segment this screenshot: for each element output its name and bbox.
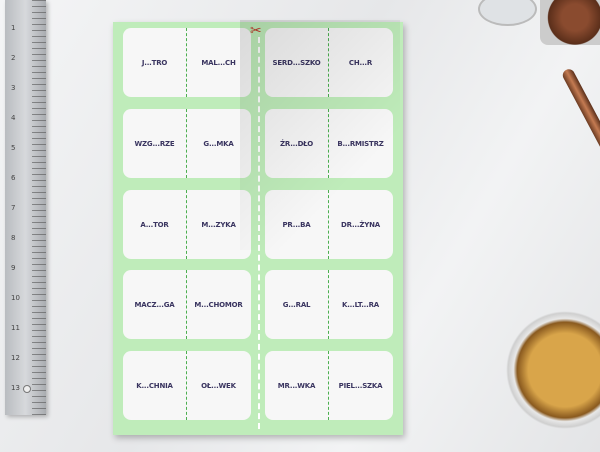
worksheet: ✂ J...TRO MAL...CH SERD...SZKO CH...R WZG...…: [113, 22, 403, 435]
card-word: A...TOR: [140, 220, 169, 229]
ruler-number: 4: [11, 114, 16, 122]
ruler-number: 9: [11, 264, 16, 272]
ruler-number: 1: [11, 24, 16, 32]
card-word: DR...ŻYNA: [341, 220, 380, 229]
cut-line: [258, 37, 260, 429]
ruler-ticks: [32, 0, 46, 415]
ruler-number: 10: [11, 294, 20, 302]
ruler-number: 5: [11, 144, 16, 152]
card-word: WZG...RZE: [134, 139, 175, 148]
card-word: K...CHNIA: [136, 381, 173, 390]
card-word: M...CHOMOR: [194, 300, 243, 309]
fold-line: [328, 351, 329, 420]
ruler-number: 2: [11, 54, 16, 62]
word-card: PR...BA DR...ŻYNA: [265, 190, 393, 259]
coffee-bean-jar: [540, 0, 600, 45]
word-card: ŹR...DŁO B...RMISTRZ: [265, 109, 393, 178]
jar-lid: [478, 0, 537, 26]
ruler-hole: [23, 385, 31, 393]
pen: [560, 67, 600, 259]
card-word: M...ZYKA: [201, 220, 236, 229]
word-card: G...RAL K...LT...RA: [265, 270, 393, 339]
ruler-number: 13: [11, 384, 20, 392]
word-card: SERD...SZKO CH...R: [265, 28, 393, 97]
card-word: OŁ...WEK: [201, 381, 236, 390]
fold-line: [328, 270, 329, 339]
card-word: ŹR...DŁO: [280, 139, 313, 148]
ruler-number: 7: [11, 204, 16, 212]
ruler-number: 6: [11, 174, 16, 182]
scissors-icon: ✂: [250, 23, 262, 39]
card-word: G...MKA: [203, 139, 234, 148]
card-word: MR...WKA: [277, 381, 316, 390]
card-word: K...LT...RA: [341, 300, 379, 309]
word-card: J...TRO MAL...CH: [123, 28, 251, 97]
word-card: WZG...RZE G...MKA: [123, 109, 251, 178]
fold-line: [328, 28, 329, 97]
fold-line: [328, 109, 329, 178]
fold-line: [186, 109, 187, 178]
card-word: PIEL...SZKA: [338, 381, 383, 390]
word-card: MR...WKA PIEL...SZKA: [265, 351, 393, 420]
ruler-number: 3: [11, 84, 16, 92]
card-word: MACZ...GA: [134, 300, 175, 309]
coffee-cup: [500, 305, 600, 435]
card-word: G...RAL: [282, 300, 311, 309]
ruler-number: 11: [11, 324, 20, 332]
fold-line: [328, 190, 329, 259]
fold-line: [186, 270, 187, 339]
fold-line: [186, 28, 187, 97]
card-word: SERD...SZKO: [272, 58, 321, 67]
word-card: K...CHNIA OŁ...WEK: [123, 351, 251, 420]
card-word: CH...R: [348, 58, 373, 67]
fold-line: [186, 351, 187, 420]
word-card: MACZ...GA M...CHOMOR: [123, 270, 251, 339]
card-word: PR...BA: [282, 220, 311, 229]
ruler-number: 8: [11, 234, 16, 242]
word-card: A...TOR M...ZYKA: [123, 190, 251, 259]
ruler: 1 2 3 4 5 6 7 8 9 10 11 12 13: [5, 0, 46, 415]
card-word: J...TRO: [141, 58, 168, 67]
card-word: B...RMISTRZ: [337, 139, 384, 148]
fold-line: [186, 190, 187, 259]
ruler-number: 12: [11, 354, 20, 362]
card-word: MAL...CH: [201, 58, 236, 67]
